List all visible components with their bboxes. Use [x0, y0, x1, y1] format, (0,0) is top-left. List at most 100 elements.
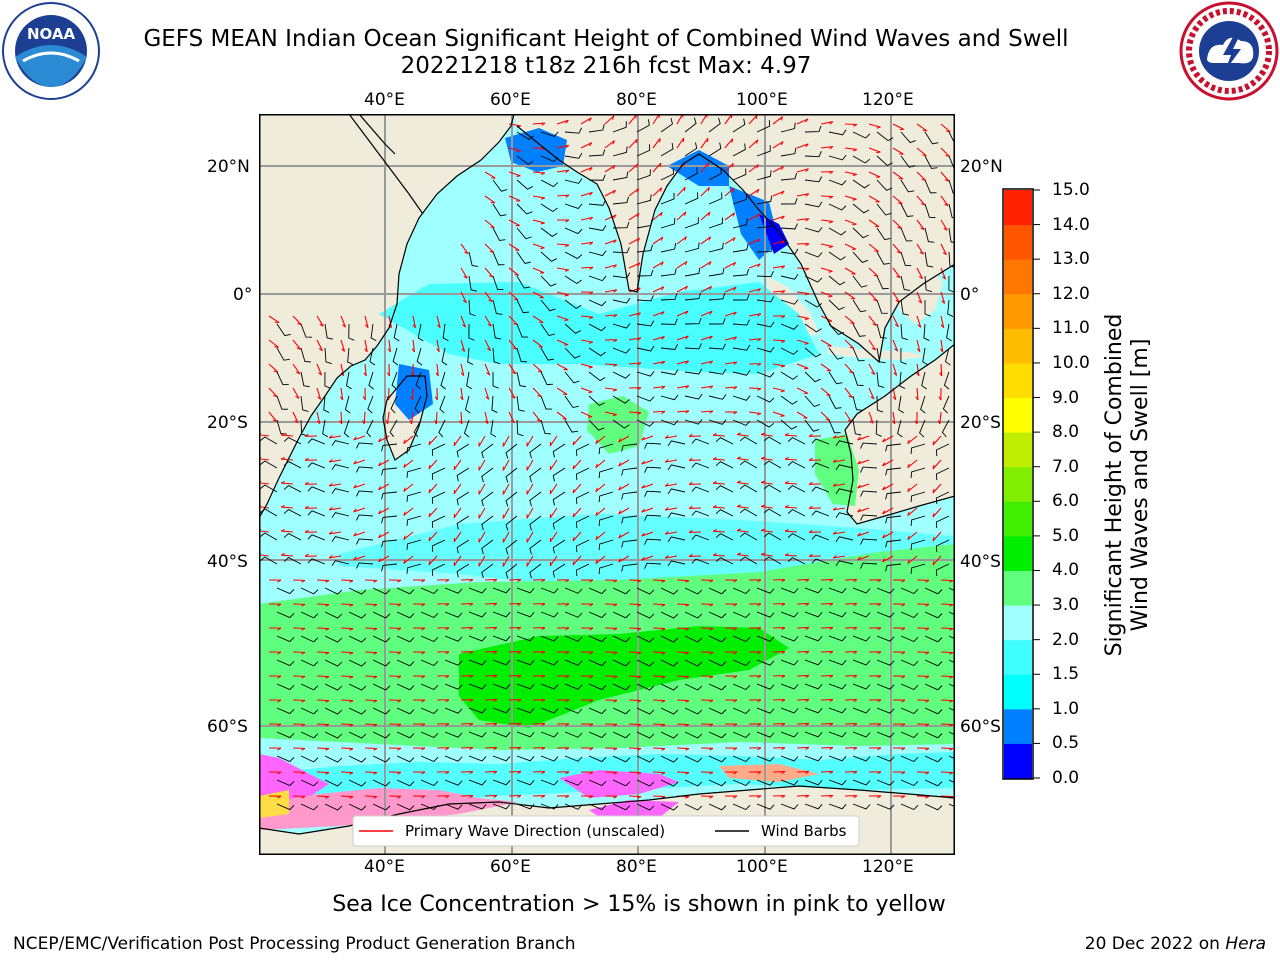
- wave-direction-arrow: [892, 267, 901, 279]
- wave-direction-arrow: [403, 483, 414, 492]
- wave-direction-arrowhead: [781, 699, 786, 703]
- wind-barb: [529, 539, 542, 555]
- wind-barb: [540, 203, 558, 213]
- wave-direction-arrow: [833, 459, 846, 463]
- wind-barb: [529, 443, 542, 459]
- wave-direction-arrow: [892, 171, 904, 180]
- wave-direction-arrow: [820, 578, 834, 581]
- wave-direction-arrowhead: [565, 579, 570, 583]
- wave-direction-arrow: [268, 339, 279, 348]
- wave-direction-arrowhead: [731, 138, 734, 143]
- wind-barb: [300, 683, 319, 691]
- lat-tick-left-40s: 40°S: [207, 552, 248, 572]
- wind-barb: [667, 560, 686, 567]
- wave-direction-arrow: [364, 651, 378, 654]
- wave-direction-arrowhead: [941, 300, 946, 304]
- wave-direction-arrowhead: [688, 529, 693, 533]
- wave-direction-arrowhead: [373, 772, 378, 775]
- wind-barb: [924, 755, 943, 763]
- wave-direction-arrowhead: [901, 771, 906, 775]
- wind-barb: [804, 635, 823, 642]
- wave-direction-arrow: [508, 578, 522, 581]
- wave-direction-arrowhead: [712, 481, 717, 484]
- wave-direction-arrowhead: [736, 480, 742, 484]
- wind-barb: [276, 635, 295, 643]
- wave-direction-arrow: [618, 555, 630, 563]
- wave-direction-arrowhead: [882, 486, 886, 491]
- wave-direction-arrowhead: [877, 651, 882, 655]
- wave-direction-arrowhead: [901, 723, 906, 727]
- wave-direction-arrowhead: [301, 795, 306, 799]
- wave-direction-arrow: [796, 794, 810, 797]
- wave-direction-arrowhead: [946, 130, 951, 133]
- wave-direction-arrowhead: [732, 187, 735, 192]
- wave-direction-arrowhead: [386, 372, 390, 377]
- wave-direction-arrow: [868, 147, 881, 153]
- wave-direction-arrowhead: [277, 603, 282, 607]
- wind-barb: [575, 539, 590, 553]
- colorbar-label: Significant Height of Combined Wind Wave…: [1102, 285, 1154, 685]
- wave-direction-arrowhead: [349, 772, 354, 775]
- wave-direction-arrowhead: [565, 603, 570, 607]
- wind-barb: [948, 179, 955, 194]
- wave-direction-arrowhead: [805, 143, 809, 148]
- wind-barb: [420, 707, 439, 715]
- wave-direction-arrow: [772, 165, 784, 173]
- wave-direction-arrow: [340, 315, 346, 328]
- wave-direction-arrow: [526, 507, 534, 519]
- wave-direction-arrowhead: [637, 412, 642, 415]
- wave-direction-arrowhead: [304, 457, 309, 461]
- wind-barb: [660, 779, 679, 787]
- wind-barb: [708, 368, 727, 375]
- wave-direction-arrowhead: [661, 604, 666, 607]
- wind-barb: [852, 731, 871, 738]
- wave-direction-arrowhead: [664, 459, 669, 463]
- wave-direction-arrowhead: [925, 579, 930, 583]
- wave-direction-arrow: [478, 459, 486, 471]
- wave-direction-arrow: [844, 267, 856, 275]
- wave-direction-arrow: [820, 121, 833, 125]
- wave-direction-arrowhead: [280, 432, 285, 436]
- wave-direction-arrowhead: [421, 747, 426, 751]
- wave-direction-arrow: [580, 363, 593, 368]
- wave-direction-arrowhead: [589, 142, 593, 147]
- wave-direction-arrowhead: [804, 342, 809, 345]
- wave-direction-arrowhead: [660, 212, 663, 217]
- wave-direction-arrowhead: [280, 480, 285, 484]
- wave-direction-arrow: [532, 219, 545, 224]
- wind-barb: [684, 292, 701, 301]
- wave-direction-arrow: [316, 675, 330, 678]
- wave-direction-arrowhead: [901, 603, 906, 607]
- wave-direction-arrowhead: [364, 324, 369, 328]
- wind-barb: [307, 438, 326, 445]
- wave-direction-arrow: [868, 123, 881, 128]
- wind-barb: [598, 563, 614, 575]
- wave-direction-arrowhead: [784, 552, 789, 556]
- wind-barb: [636, 683, 655, 691]
- wave-direction-arrowhead: [349, 580, 354, 583]
- wave-direction-arrowhead: [635, 139, 638, 144]
- wind-barb: [732, 370, 751, 376]
- wave-direction-arrowhead: [757, 288, 761, 292]
- wind-barb: [756, 803, 775, 810]
- wave-direction-arrowhead: [325, 724, 330, 727]
- wind-barb: [780, 299, 799, 305]
- wind-barb: [564, 635, 583, 642]
- wave-direction-arrowhead: [613, 699, 618, 703]
- wave-direction-arrow: [737, 554, 750, 557]
- wind-barb: [804, 659, 823, 666]
- wave-direction-arrow: [748, 387, 762, 390]
- wave-direction-arrow: [340, 771, 354, 774]
- wind-barb: [763, 532, 782, 541]
- wave-direction-arrowhead: [397, 723, 402, 727]
- wave-direction-arrowhead: [857, 436, 861, 441]
- wave-direction-arrowhead: [731, 163, 734, 168]
- wind-barb: [739, 532, 758, 541]
- wind-barb: [924, 731, 943, 739]
- wave-direction-arrowhead: [564, 294, 569, 297]
- wind-barb: [900, 683, 919, 691]
- footer-host: Hera: [1225, 934, 1266, 954]
- wind-barb: [875, 419, 882, 437]
- wave-direction-arrowhead: [829, 722, 834, 726]
- wave-direction-arrowhead: [901, 627, 906, 631]
